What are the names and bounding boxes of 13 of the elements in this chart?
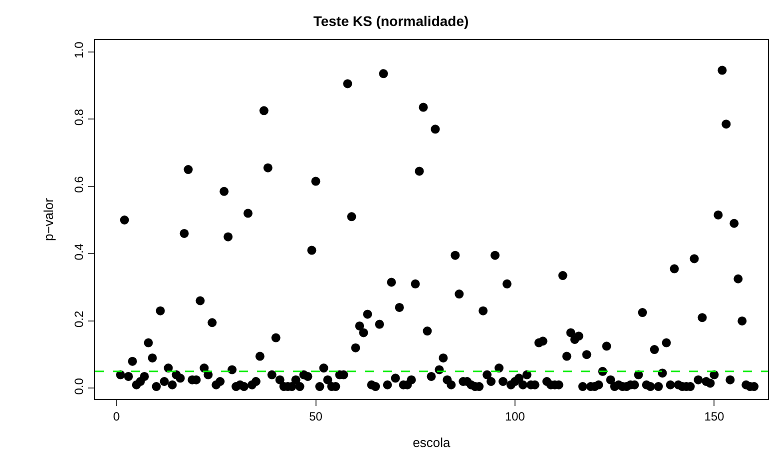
y-tick-label: 0.4 (72, 243, 86, 260)
y-tick-label: 1.0 (72, 41, 86, 58)
x-tick-label: 0 (113, 409, 120, 424)
y-tick-label: 0.0 (72, 378, 86, 395)
x-tick-label: 50 (309, 409, 323, 424)
y-tick-label: 0.2 (72, 310, 86, 328)
y-tick-label: 0.6 (72, 176, 86, 193)
x-tick-label: 150 (704, 409, 725, 424)
x-tick-label: 100 (504, 409, 526, 424)
y-axis-title: p−valor (41, 197, 56, 241)
x-axis-title: escola (412, 435, 452, 450)
y-tick-label: 0.8 (72, 108, 86, 126)
chart-title: Teste KS (normalidade) (313, 12, 469, 29)
